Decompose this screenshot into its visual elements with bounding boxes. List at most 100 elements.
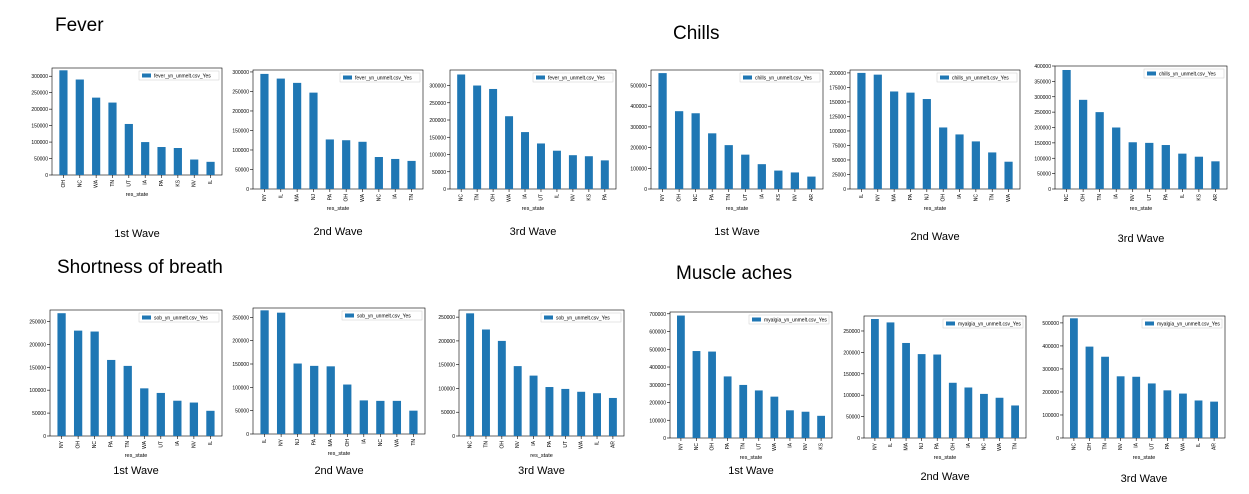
y-tick-label: 0 <box>246 187 249 193</box>
bar-PA <box>157 147 166 175</box>
bar-KS <box>817 415 825 438</box>
legend-box <box>739 72 821 83</box>
wave-label: 1st Wave <box>114 228 160 240</box>
x-tick-label: OH <box>61 180 67 188</box>
bar-chart-1: 0 50000 100000 150000 200000 250000 300000 OH NC… <box>31 67 223 198</box>
x-tick-label: KS <box>776 193 782 200</box>
x-tick-label: NJ <box>311 194 317 201</box>
x-tick-label: UT <box>538 194 544 201</box>
y-tick-label: 250000 <box>31 91 48 97</box>
y-tick-label: 100000 <box>843 393 860 399</box>
y-tick-label: 250000 <box>232 89 249 95</box>
x-tick-label: IL <box>554 194 560 198</box>
bar-NV <box>189 402 199 436</box>
section-title-muscle-aches: Muscle aches <box>676 263 793 284</box>
x-tick-label: PA <box>159 179 165 186</box>
plot-frame <box>252 307 426 435</box>
x-tick-label: WA <box>507 193 513 202</box>
bar-chart-11: 0 50000 100000 150000 200000 250000 NY IL MA NJ PA… <box>843 315 1027 461</box>
x-tick-label: PA <box>547 440 553 447</box>
bar-OH <box>708 351 716 438</box>
bar-IA <box>141 142 150 175</box>
y-tick-label: 300000 <box>649 383 666 389</box>
plot-frame <box>650 69 824 190</box>
x-tick-label: WA <box>772 442 778 451</box>
bar-IL <box>260 310 269 434</box>
bar-UT <box>741 154 750 189</box>
bar-chart-6: 0 50000 100000 150000 200000 250000 300000 3500… <box>1034 64 1228 212</box>
y-tick-label: 100000 <box>429 153 446 159</box>
bar-TN <box>1095 112 1104 189</box>
y-tick-label: 0 <box>1048 187 1051 193</box>
bar-NC <box>980 393 988 438</box>
x-tick-label: NC <box>1071 443 1077 451</box>
legend-swatch <box>946 321 955 326</box>
x-tick-label: UT <box>158 441 164 448</box>
legend-label: chills_yn_unmelt.csv_Yes <box>755 75 812 81</box>
x-axis-label: res_state <box>126 192 149 198</box>
x-tick-label: IA <box>1134 442 1140 447</box>
x-tick-label: WA <box>579 440 585 449</box>
x-axis-label: res_state <box>530 453 553 459</box>
legend-label: myalgia_yn_unmelt.csv_Yes <box>958 321 1021 327</box>
legend-label: fever_yn_unmelt.csv_Yes <box>154 73 211 79</box>
bar-WA <box>392 400 402 434</box>
x-tick-label: NV <box>191 440 197 448</box>
y-tick-label: 50000 <box>432 170 446 176</box>
x-tick-label: NC <box>694 443 700 451</box>
bar-WA <box>1179 393 1187 438</box>
y-tick-label: 50000 <box>32 411 46 417</box>
legend-swatch <box>142 315 151 320</box>
x-tick-label: IL <box>1196 443 1202 447</box>
legend-label: fever_yn_unmelt.csv_Yes <box>548 75 605 81</box>
wave-label: 1st Wave <box>728 465 774 477</box>
x-tick-label: TN <box>125 441 131 448</box>
y-tick-label: 300000 <box>630 125 647 131</box>
x-tick-label: NC <box>468 441 474 449</box>
legend-box <box>540 312 622 323</box>
bar-OH <box>59 70 68 175</box>
bar-TN <box>724 145 733 189</box>
y-tick-label: 200000 <box>31 107 48 113</box>
x-tick-label: IL <box>208 441 214 445</box>
y-tick-label: 150000 <box>232 128 249 134</box>
x-tick-label: KS <box>1196 193 1202 200</box>
bar-OH <box>1085 346 1094 438</box>
x-tick-label: TN <box>726 194 732 201</box>
x-tick-label: NC <box>693 194 699 202</box>
bar-KS <box>774 170 783 189</box>
bar-NY <box>873 74 882 189</box>
bar-WA <box>995 397 1004 438</box>
bar-chart-4: 0 100000 200000 300000 400000 500000 NY OH NC PA T… <box>630 69 824 212</box>
legend-label: sob_yn_unmelt.csv_Yes <box>357 313 411 319</box>
bar-WA <box>505 116 514 189</box>
x-tick-label: MA <box>295 193 301 201</box>
bar-NY <box>57 313 66 436</box>
y-tick-label: 400000 <box>649 365 666 371</box>
bar-NV <box>801 411 810 438</box>
x-axis-label: res_state <box>1130 206 1153 212</box>
wave-label: 2nd Wave <box>920 471 970 483</box>
x-tick-label: KS <box>175 179 181 186</box>
x-tick-label: NC <box>378 439 384 447</box>
x-tick-label: OH <box>345 439 351 447</box>
bar-AR <box>1210 401 1218 438</box>
y-tick-label: 150000 <box>438 363 455 369</box>
y-tick-label: 200000 <box>438 339 455 345</box>
bar-PA <box>723 376 732 438</box>
y-tick-label: 300000 <box>31 74 48 80</box>
y-tick-label: 100000 <box>232 385 249 391</box>
bar-NC <box>90 331 99 436</box>
y-tick-label: 125000 <box>829 114 846 120</box>
x-tick-label: WA <box>94 179 100 188</box>
x-tick-label: WA <box>1180 442 1186 451</box>
x-tick-label: NV <box>515 440 521 448</box>
bar-AR <box>608 397 617 436</box>
y-tick-label: 0 <box>663 436 666 442</box>
y-tick-label: 100000 <box>29 388 46 394</box>
y-tick-label: 25000 <box>832 172 846 178</box>
bar-OH <box>343 384 352 434</box>
y-tick-label: 100000 <box>630 166 647 172</box>
x-tick-label: TN <box>483 441 489 448</box>
bar-IL <box>593 393 601 436</box>
